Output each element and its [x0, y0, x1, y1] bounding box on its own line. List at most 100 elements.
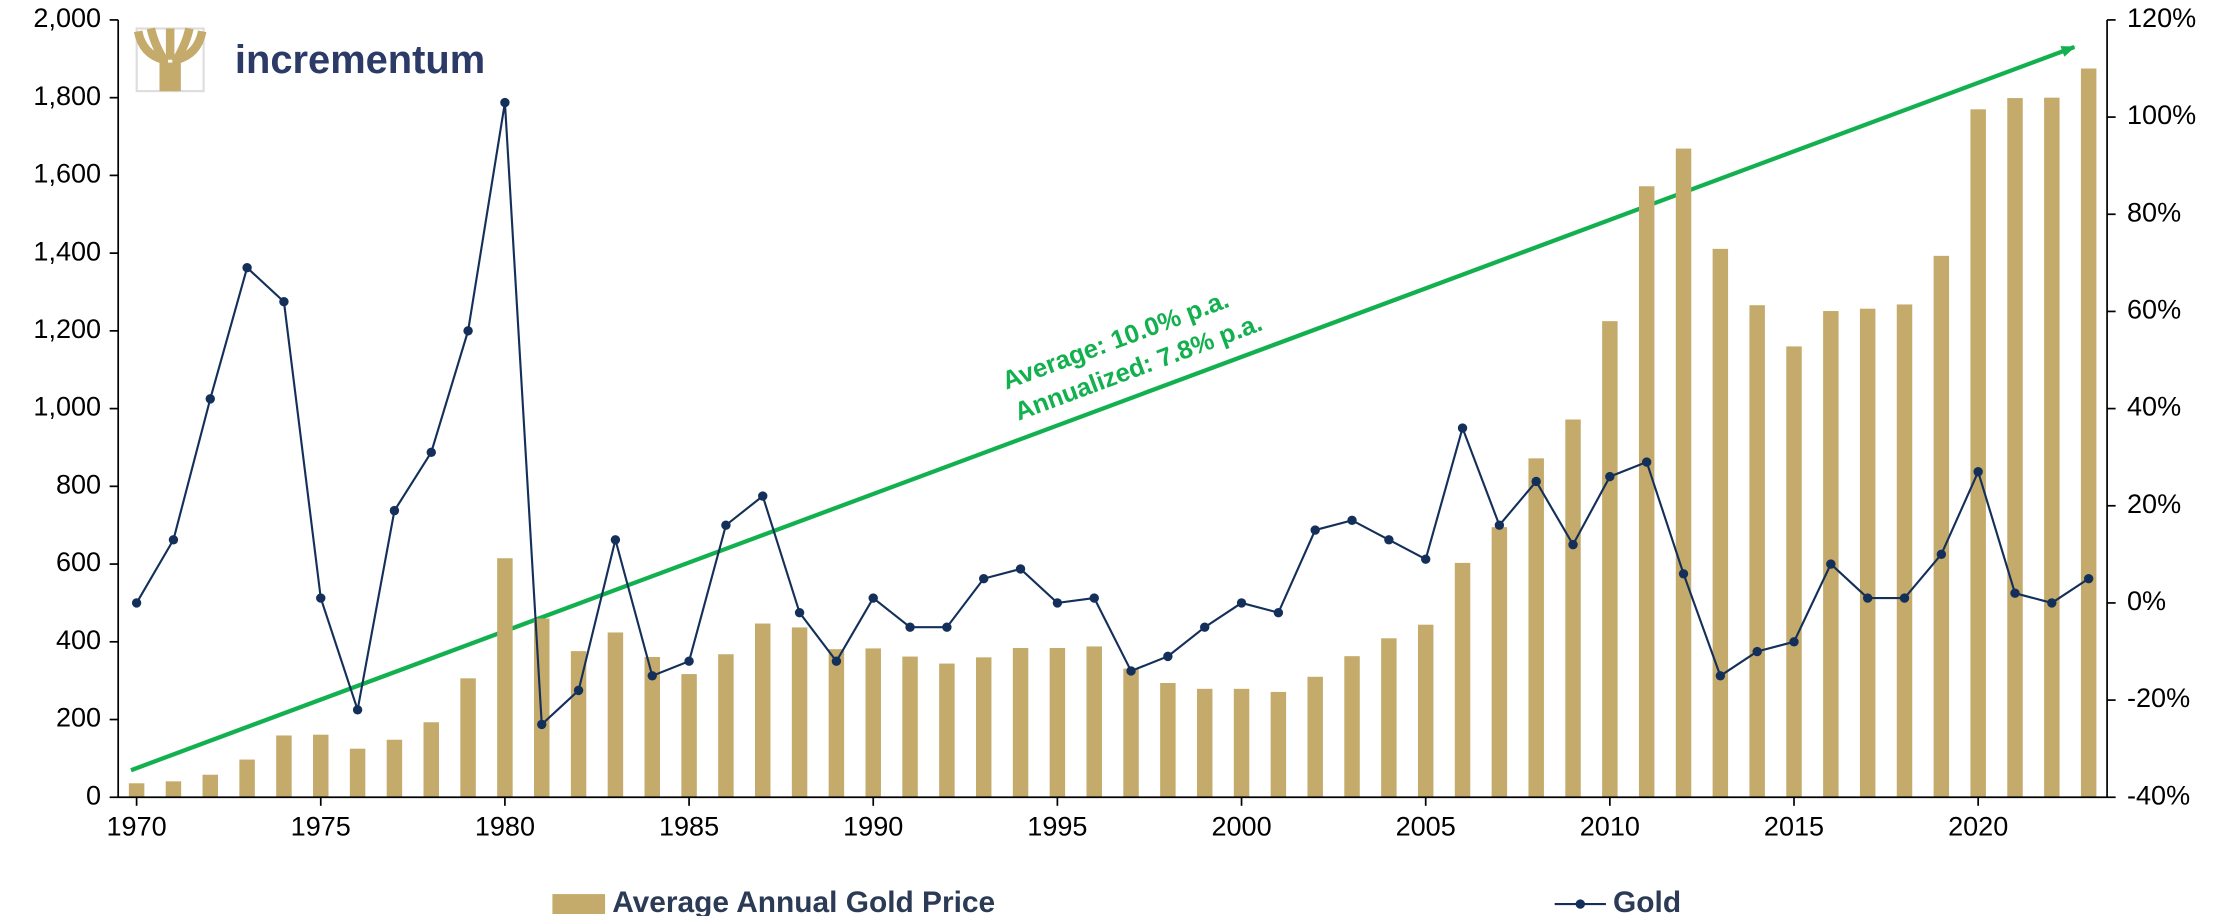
line-marker — [610, 535, 621, 545]
line-marker — [1200, 622, 1210, 632]
line-marker — [1641, 457, 1652, 467]
bar — [128, 783, 145, 798]
bar — [202, 774, 219, 798]
y-tick-label: 1,800 — [33, 81, 101, 111]
bar — [902, 656, 918, 798]
bar — [239, 759, 255, 798]
x-tick-label: 1990 — [843, 812, 903, 842]
bar — [2080, 68, 2097, 798]
brand: incrementum — [235, 38, 485, 82]
bar — [313, 734, 329, 798]
y-tick-label: 1,600 — [33, 159, 101, 189]
line-marker — [2083, 573, 2094, 584]
line-marker — [684, 656, 694, 666]
bar — [1786, 346, 1802, 798]
line-marker — [1273, 607, 1284, 618]
line-marker — [279, 297, 289, 307]
line-marker — [979, 573, 989, 584]
bar — [1417, 624, 1434, 798]
y-tick-label: 1,200 — [33, 314, 101, 344]
bar — [1675, 148, 1692, 798]
bar — [1123, 668, 1139, 798]
y-tick-label: 2,000 — [33, 3, 101, 33]
logo-icon — [133, 27, 207, 93]
line-marker — [868, 593, 878, 603]
line-marker — [389, 505, 400, 516]
bar — [423, 722, 439, 798]
line-marker — [1236, 598, 1247, 608]
line-marker — [1015, 564, 1026, 574]
legend-swatch — [552, 894, 606, 915]
bar — [644, 656, 660, 798]
trend-arrow — [130, 44, 2076, 773]
x-tick-label: 2015 — [1764, 812, 1824, 842]
y2-tick-label: 20% — [2127, 489, 2181, 519]
line-marker — [1862, 593, 1873, 603]
line-marker — [242, 263, 252, 273]
bar — [349, 748, 366, 798]
y2-tick-label: 60% — [2127, 295, 2181, 325]
line-marker — [647, 671, 657, 681]
y2-tick-label: 40% — [2127, 392, 2181, 422]
line-marker — [1678, 569, 1689, 579]
bar — [1012, 648, 1029, 798]
bar — [791, 627, 808, 798]
line-marker — [1384, 535, 1394, 545]
bar — [1270, 691, 1287, 798]
line-marker — [1126, 666, 1136, 676]
line-marker — [1052, 598, 1063, 608]
line-marker — [1605, 471, 1615, 482]
y2-tick-label: 100% — [2127, 100, 2196, 130]
bar — [570, 651, 587, 798]
x-tick-label: 2020 — [1948, 812, 2008, 842]
bar — [1638, 186, 1655, 798]
line-marker — [1421, 554, 1431, 564]
bar — [607, 632, 624, 798]
bar — [1307, 676, 1323, 798]
bar — [276, 735, 292, 798]
bar — [1528, 458, 1544, 798]
line-marker — [1310, 525, 1320, 535]
x-tick-label: 2010 — [1580, 812, 1640, 842]
bar — [718, 654, 734, 798]
bar — [681, 674, 697, 798]
y2-tick-label: 80% — [2127, 197, 2181, 227]
line-marker — [721, 520, 731, 530]
y-tick-label: 200 — [56, 703, 101, 733]
bar — [1933, 255, 1950, 798]
bar — [1086, 646, 1102, 798]
line-marker — [1531, 476, 1541, 487]
bar — [1196, 688, 1213, 798]
bar — [975, 657, 992, 798]
line-marker — [573, 685, 584, 696]
bar — [1344, 656, 1360, 798]
bar — [1602, 321, 1618, 798]
x-tick-label: 1980 — [475, 812, 535, 842]
bar — [755, 623, 771, 798]
line-marker — [1899, 593, 1910, 603]
legend-label: Gold — [1613, 886, 1681, 916]
y-tick-label: 1,400 — [33, 236, 101, 266]
bar — [2007, 98, 2023, 798]
line-marker — [426, 447, 436, 458]
line-marker — [942, 622, 952, 632]
x-tick-label: 1975 — [291, 812, 351, 842]
x-tick-label: 1985 — [659, 812, 719, 842]
line-marker — [1973, 467, 1983, 477]
bar — [1233, 688, 1250, 798]
y2-tick-label: -20% — [2127, 683, 2190, 713]
y-tick-label: 600 — [56, 547, 101, 577]
x-tick-label: 2005 — [1396, 812, 1456, 842]
y-tick-label: 800 — [56, 469, 101, 499]
line-marker — [500, 97, 510, 108]
bar — [1049, 648, 1066, 798]
bar — [1454, 562, 1471, 798]
line-marker — [1936, 549, 1947, 560]
legend-label: Average Annual Gold Price — [612, 886, 995, 916]
y2-tick-label: 120% — [2127, 3, 2196, 33]
x-tick-label: 1995 — [1027, 812, 1087, 842]
line-marker — [352, 705, 363, 715]
bar — [1859, 308, 1876, 798]
bar — [386, 739, 403, 798]
